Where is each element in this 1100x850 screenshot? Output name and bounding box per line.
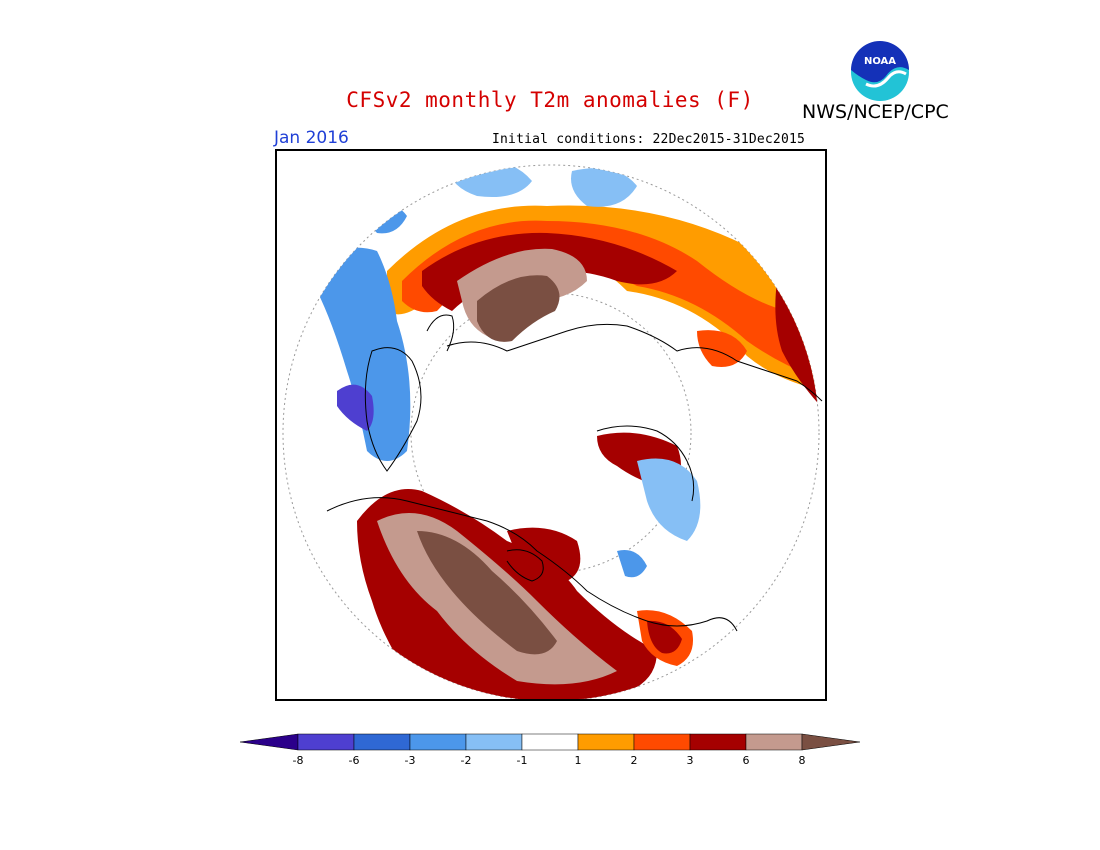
colorbar-box <box>465 733 523 751</box>
colorbar-box <box>521 733 579 751</box>
colorbar-box <box>297 733 355 751</box>
cold-region-north-america-east <box>317 247 411 461</box>
colorbar: -8 -6 -3 -2 -1 1 2 3 6 8 <box>236 730 864 780</box>
colorbar-box <box>409 733 467 751</box>
colorbar-tick-label: -6 <box>349 754 360 767</box>
cold-patch-west <box>366 202 407 234</box>
noaa-logo: NOAA <box>848 40 912 104</box>
cold-patch-siberia <box>637 458 701 541</box>
colorbar-box <box>689 733 747 751</box>
cold-core-greenland <box>337 384 374 431</box>
colorbar-tick-label: -8 <box>293 754 304 767</box>
cold-patch-atlantic <box>447 165 532 197</box>
hot-patch-alaska <box>647 620 682 654</box>
coastline-greenland <box>364 347 422 472</box>
cold-patch-beaufort <box>617 550 647 578</box>
hemisphere-outline <box>282 164 820 699</box>
coastline-siberia <box>596 425 695 502</box>
colorbar-tick-label: -3 <box>405 754 416 767</box>
colorbar-tick-label: -1 <box>517 754 528 767</box>
org-label: NWS/NCEP/CPC <box>802 101 949 123</box>
colorbar-tick-label: 6 <box>743 754 750 767</box>
colorbar-tick-label: 3 <box>687 754 694 767</box>
colorbar-box <box>633 733 691 751</box>
extreme-max-eurasia <box>477 275 560 342</box>
month-label: Jan 2016 <box>274 128 349 148</box>
colorbar-tick-label: 2 <box>631 754 638 767</box>
coastline-scandinavia <box>426 314 455 352</box>
anomaly-map <box>275 149 827 701</box>
chart-title: CFSv2 monthly T2m anomalies (F) <box>346 88 754 112</box>
logo-text: NOAA <box>864 56 896 67</box>
colorbar-tick-label: -2 <box>461 754 472 767</box>
coastline-eurasia <box>446 323 823 402</box>
colorbar-arrow-high <box>801 733 861 751</box>
hot-east-asia <box>775 281 819 411</box>
colorbar-box <box>745 733 803 751</box>
colorbar-tick-label: 8 <box>799 754 806 767</box>
colorbar-arrow-low <box>239 733 299 751</box>
coastline-north-america <box>326 497 738 632</box>
coastline-arctic-islands <box>506 549 544 582</box>
colorbar-box <box>577 733 635 751</box>
colorbar-box <box>353 733 411 751</box>
warm-max-north-america <box>417 531 557 655</box>
hot-core-eurasia <box>422 232 677 311</box>
cold-patch-north-atlantic <box>571 168 637 207</box>
warm-patch-europe-south <box>697 330 747 367</box>
latitude-circle <box>410 292 692 574</box>
colorbar-tick-label: 1 <box>575 754 582 767</box>
init-conditions: Initial conditions: 22Dec2015-31Dec2015 <box>492 132 806 147</box>
